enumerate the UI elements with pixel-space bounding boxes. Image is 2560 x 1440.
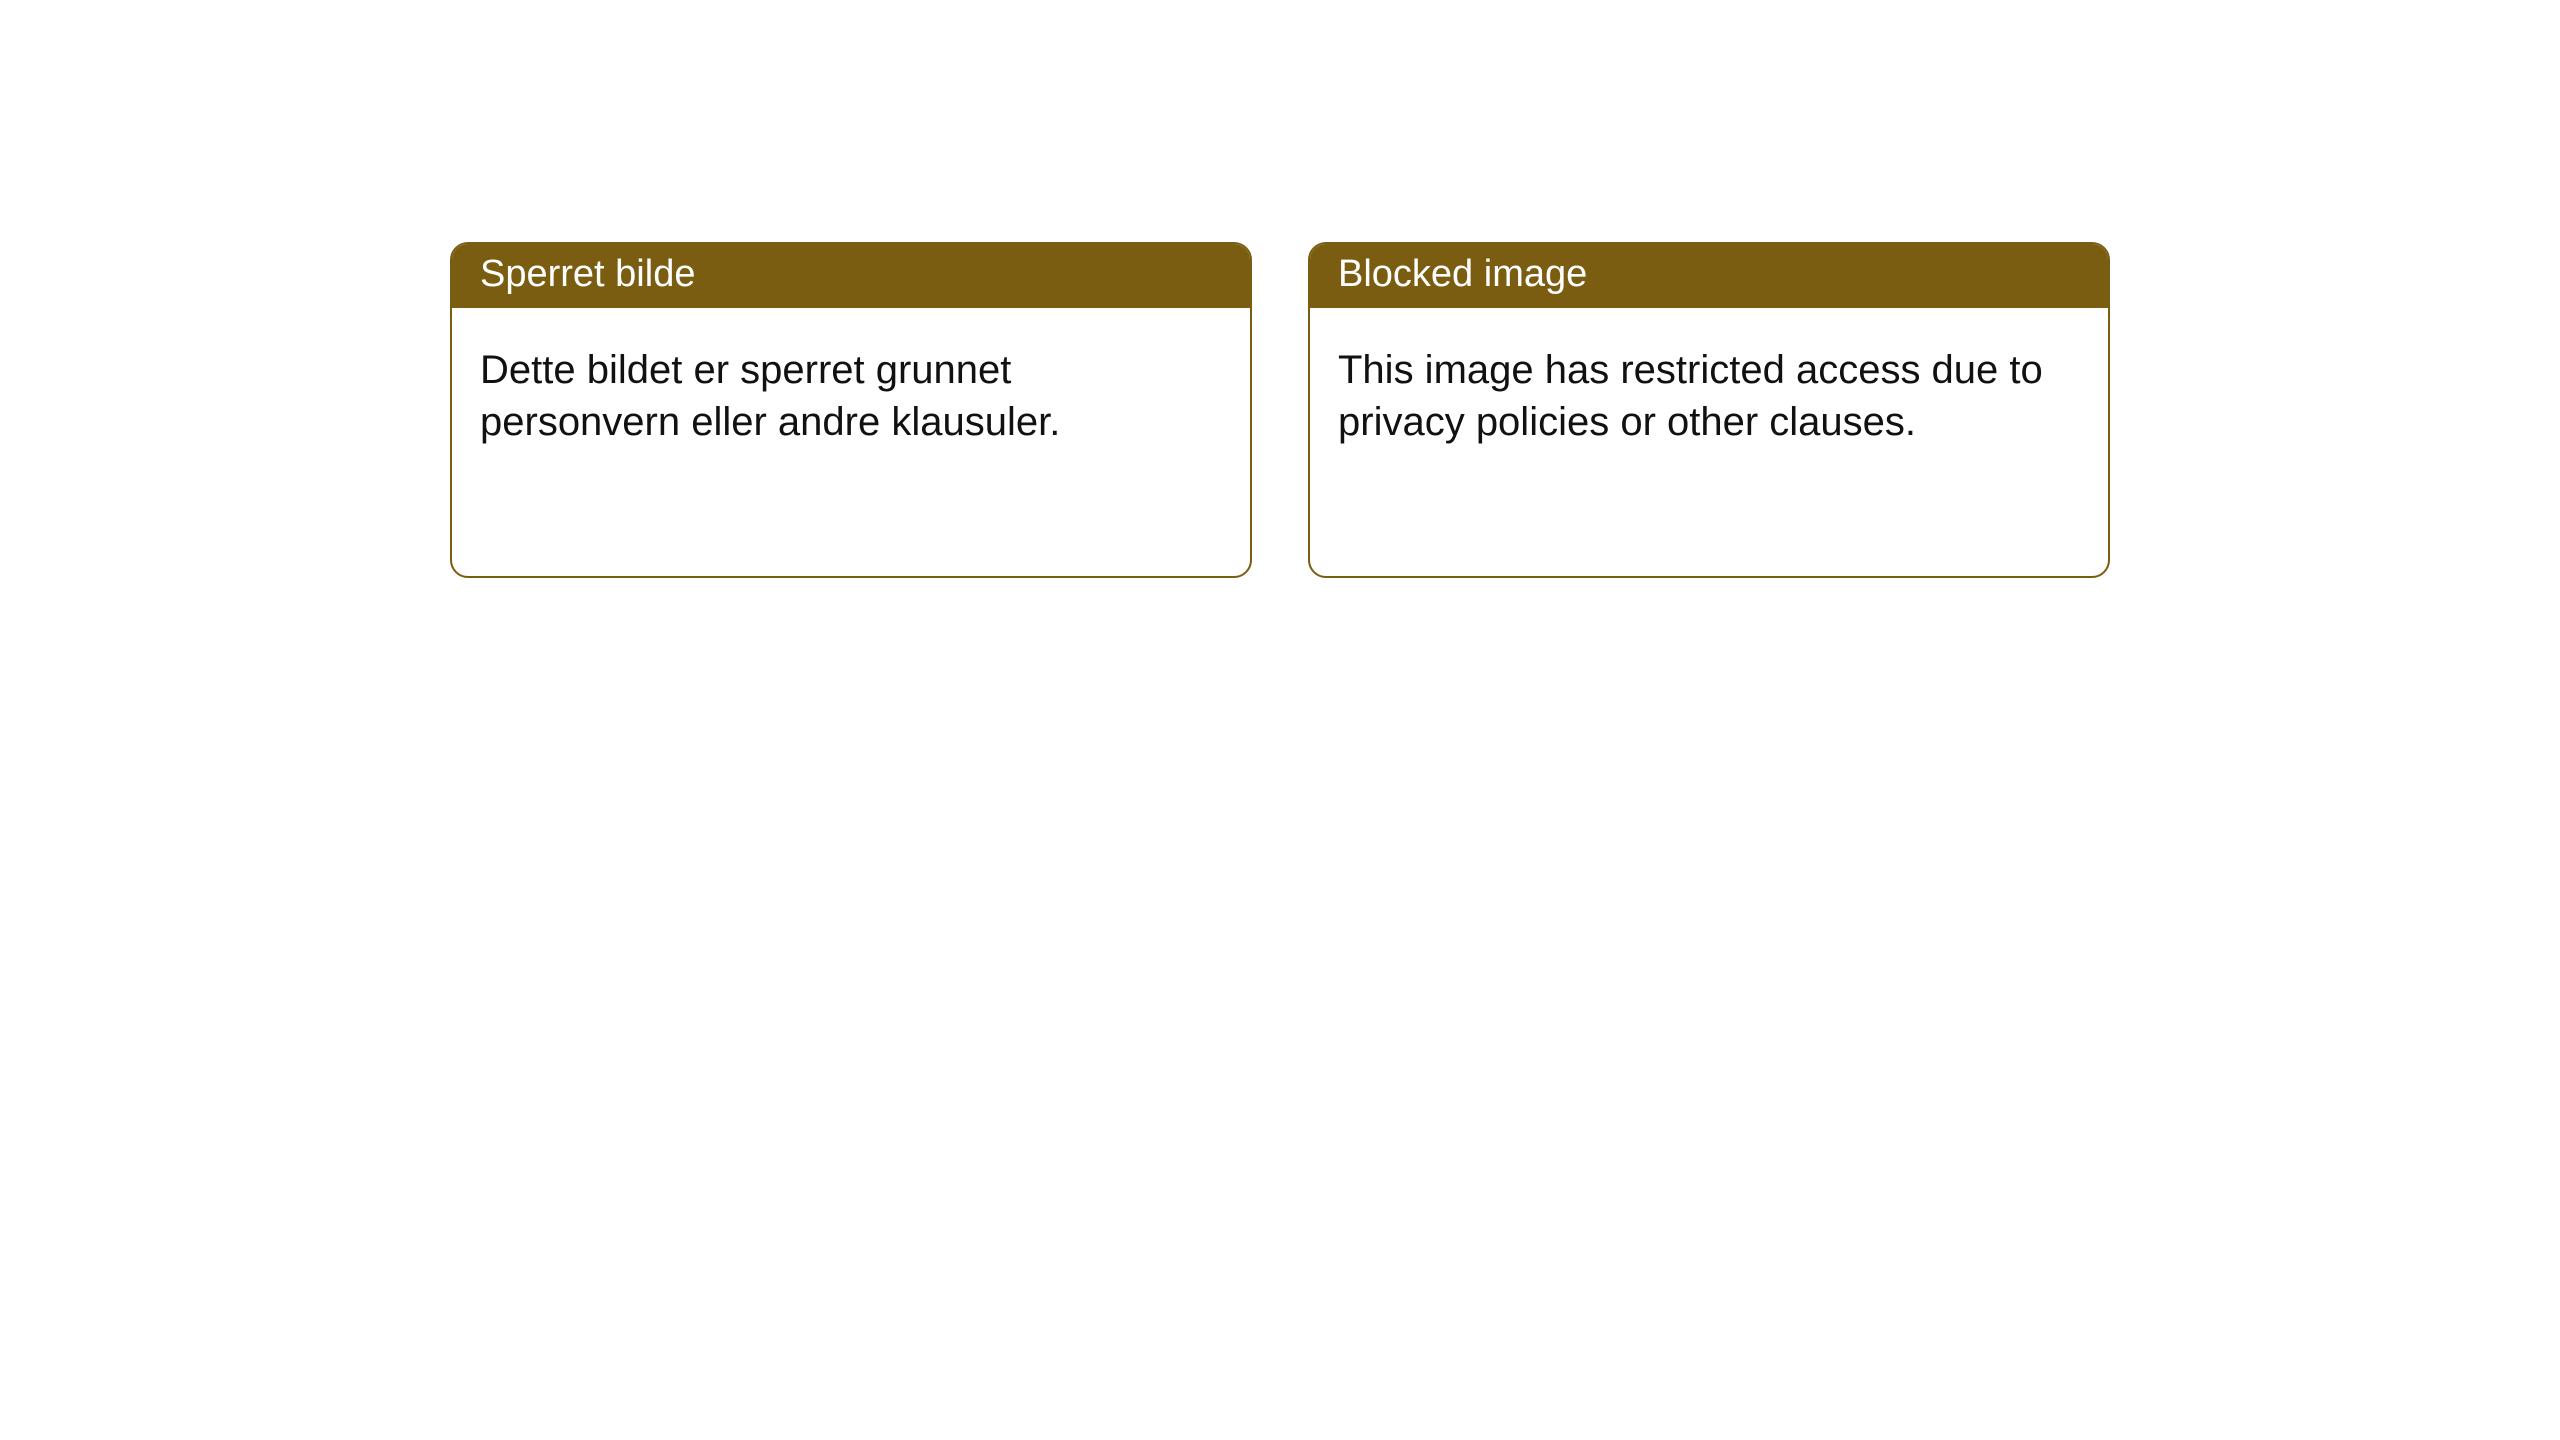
notice-body-en: This image has restricted access due to … bbox=[1310, 308, 2108, 476]
notice-body-no: Dette bildet er sperret grunnet personve… bbox=[452, 308, 1250, 476]
notice-card-no: Sperret bilde Dette bildet er sperret gr… bbox=[450, 242, 1252, 578]
notices-container: Sperret bilde Dette bildet er sperret gr… bbox=[0, 0, 2560, 578]
notice-title-en: Blocked image bbox=[1310, 244, 2108, 308]
notice-title-no: Sperret bilde bbox=[452, 244, 1250, 308]
notice-card-en: Blocked image This image has restricted … bbox=[1308, 242, 2110, 578]
